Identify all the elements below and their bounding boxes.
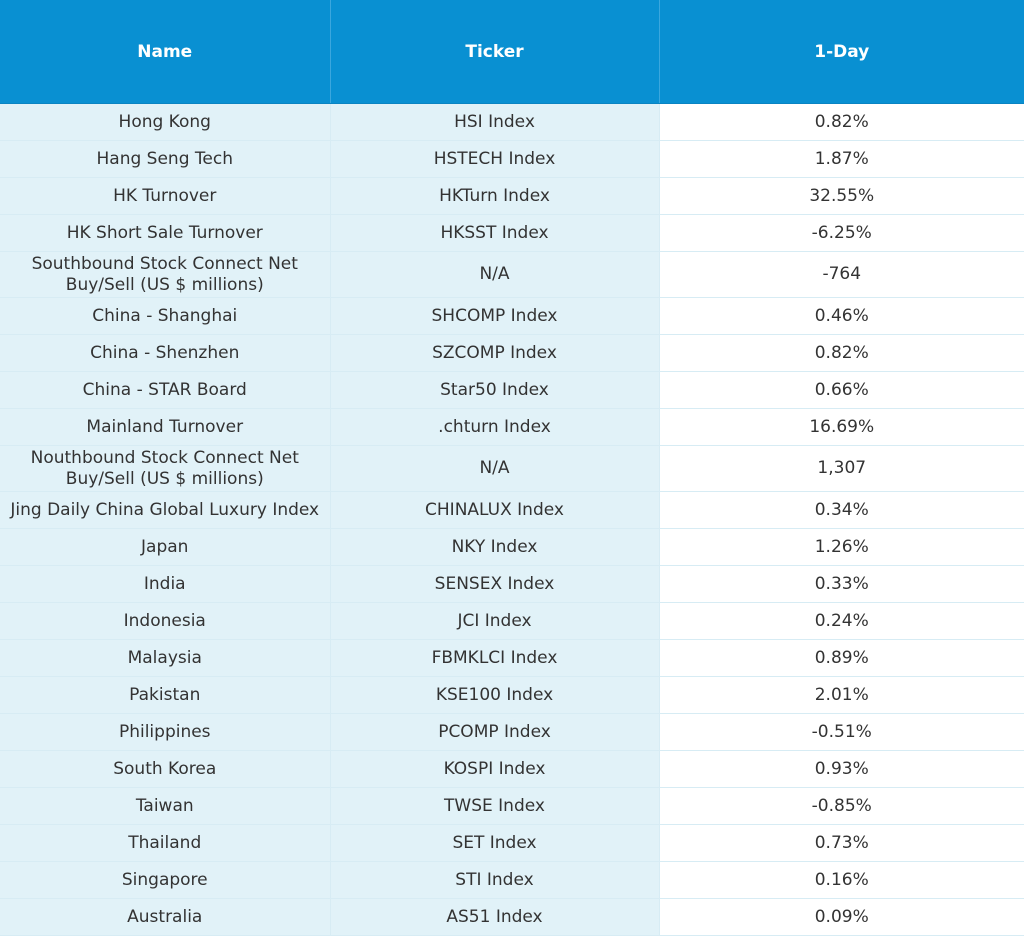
cell-1-day: 0.82%: [659, 103, 1024, 141]
column-header-1-day: 1-Day: [659, 0, 1024, 104]
cell-1-day: 0.89%: [659, 639, 1024, 677]
table-row: Singapore STI Index 0.16%: [0, 861, 1024, 899]
column-header-name: Name: [0, 0, 331, 104]
cell-1-day: 0.93%: [659, 750, 1024, 788]
cell-ticker: SENSEX Index: [330, 565, 660, 603]
table-row: Hong Kong HSI Index 0.82%: [0, 103, 1024, 141]
cell-1-day: 16.69%: [659, 408, 1024, 446]
cell-name: Taiwan: [0, 787, 331, 825]
cell-ticker: STI Index: [330, 861, 660, 899]
table-row: Hang Seng Tech HSTECH Index 1.87%: [0, 140, 1024, 178]
column-header-ticker: Ticker: [330, 0, 660, 104]
cell-name: Jing Daily China Global Luxury Index: [0, 491, 331, 529]
cell-ticker: HKSST Index: [330, 214, 660, 252]
cell-name-line-2: Buy/Sell (US $ millions): [65, 468, 264, 489]
cell-ticker: HSTECH Index: [330, 140, 660, 178]
cell-ticker: .chturn Index: [330, 408, 660, 446]
table-row: South Korea KOSPI Index 0.93%: [0, 750, 1024, 788]
table-row: Nouthbound Stock Connect Net Buy/Sell (U…: [0, 445, 1024, 492]
table-row: HK Turnover HKTurn Index 32.55%: [0, 177, 1024, 215]
cell-name: Thailand: [0, 824, 331, 862]
cell-name: South Korea: [0, 750, 331, 788]
table-row: Mainland Turnover .chturn Index 16.69%: [0, 408, 1024, 446]
cell-name-line-1: Nouthbound Stock Connect Net: [30, 447, 299, 468]
cell-name: Philippines: [0, 713, 331, 751]
cell-1-day: 0.73%: [659, 824, 1024, 862]
cell-name: HK Turnover: [0, 177, 331, 215]
header-row: Name Ticker 1-Day: [0, 0, 1024, 104]
table-row: India SENSEX Index 0.33%: [0, 565, 1024, 603]
table-row: Philippines PCOMP Index -0.51%: [0, 713, 1024, 751]
cell-1-day: -0.51%: [659, 713, 1024, 751]
table-row: China - Shanghai SHCOMP Index 0.46%: [0, 297, 1024, 335]
cell-ticker: KSE100 Index: [330, 676, 660, 714]
cell-name: HK Short Sale Turnover: [0, 214, 331, 252]
cell-ticker: KOSPI Index: [330, 750, 660, 788]
cell-1-day: -764: [659, 251, 1024, 298]
cell-1-day: 0.33%: [659, 565, 1024, 603]
cell-name: Malaysia: [0, 639, 331, 677]
table-row: China - Shenzhen SZCOMP Index 0.82%: [0, 334, 1024, 372]
cell-name: Southbound Stock Connect Net Buy/Sell (U…: [0, 251, 331, 298]
table-row: Jing Daily China Global Luxury Index CHI…: [0, 491, 1024, 529]
cell-name: China - STAR Board: [0, 371, 331, 409]
cell-1-day: 1.87%: [659, 140, 1024, 178]
cell-name: Japan: [0, 528, 331, 566]
cell-name: China - Shanghai: [0, 297, 331, 335]
cell-ticker: SHCOMP Index: [330, 297, 660, 335]
cell-name: Nouthbound Stock Connect Net Buy/Sell (U…: [0, 445, 331, 492]
cell-name: India: [0, 565, 331, 603]
cell-1-day: 1,307: [659, 445, 1024, 492]
cell-1-day: 1.26%: [659, 528, 1024, 566]
table-row: Taiwan TWSE Index -0.85%: [0, 787, 1024, 825]
cell-ticker: TWSE Index: [330, 787, 660, 825]
cell-ticker: AS51 Index: [330, 898, 660, 936]
cell-ticker: JCI Index: [330, 602, 660, 640]
cell-ticker: SZCOMP Index: [330, 334, 660, 372]
cell-1-day: -6.25%: [659, 214, 1024, 252]
cell-ticker: CHINALUX Index: [330, 491, 660, 529]
table-header: Name Ticker 1-Day: [0, 0, 1024, 104]
cell-ticker: HKTurn Index: [330, 177, 660, 215]
cell-name: Indonesia: [0, 602, 331, 640]
table-row: China - STAR Board Star50 Index 0.66%: [0, 371, 1024, 409]
table-body: Hong Kong HSI Index 0.82% Hang Seng Tech…: [0, 103, 1024, 936]
table-row: Australia AS51 Index 0.09%: [0, 898, 1024, 936]
table-row: Malaysia FBMKLCI Index 0.89%: [0, 639, 1024, 677]
table-row: Thailand SET Index 0.73%: [0, 824, 1024, 862]
cell-1-day: 0.82%: [659, 334, 1024, 372]
cell-1-day: 0.24%: [659, 602, 1024, 640]
cell-name: Hong Kong: [0, 103, 331, 141]
cell-ticker: N/A: [330, 251, 660, 298]
cell-name: Pakistan: [0, 676, 331, 714]
cell-name: Singapore: [0, 861, 331, 899]
table-row: Indonesia JCI Index 0.24%: [0, 602, 1024, 640]
table-row: Japan NKY Index 1.26%: [0, 528, 1024, 566]
cell-ticker: Star50 Index: [330, 371, 660, 409]
table-row: Southbound Stock Connect Net Buy/Sell (U…: [0, 251, 1024, 298]
cell-ticker: SET Index: [330, 824, 660, 862]
cell-ticker: HSI Index: [330, 103, 660, 141]
cell-name: China - Shenzhen: [0, 334, 331, 372]
cell-ticker: N/A: [330, 445, 660, 492]
cell-name: Mainland Turnover: [0, 408, 331, 446]
cell-1-day: 32.55%: [659, 177, 1024, 215]
cell-1-day: 0.66%: [659, 371, 1024, 409]
cell-ticker: PCOMP Index: [330, 713, 660, 751]
cell-1-day: 0.46%: [659, 297, 1024, 335]
table-row: HK Short Sale Turnover HKSST Index -6.25…: [0, 214, 1024, 252]
cell-1-day: 0.09%: [659, 898, 1024, 936]
cell-1-day: -0.85%: [659, 787, 1024, 825]
cell-name: Australia: [0, 898, 331, 936]
cell-ticker: FBMKLCI Index: [330, 639, 660, 677]
cell-1-day: 0.34%: [659, 491, 1024, 529]
cell-1-day: 2.01%: [659, 676, 1024, 714]
cell-ticker: NKY Index: [330, 528, 660, 566]
cell-1-day: 0.16%: [659, 861, 1024, 899]
cell-name-line-1: Southbound Stock Connect Net: [31, 253, 298, 274]
table-row: Pakistan KSE100 Index 2.01%: [0, 676, 1024, 714]
cell-name: Hang Seng Tech: [0, 140, 331, 178]
cell-name-line-2: Buy/Sell (US $ millions): [65, 274, 264, 295]
